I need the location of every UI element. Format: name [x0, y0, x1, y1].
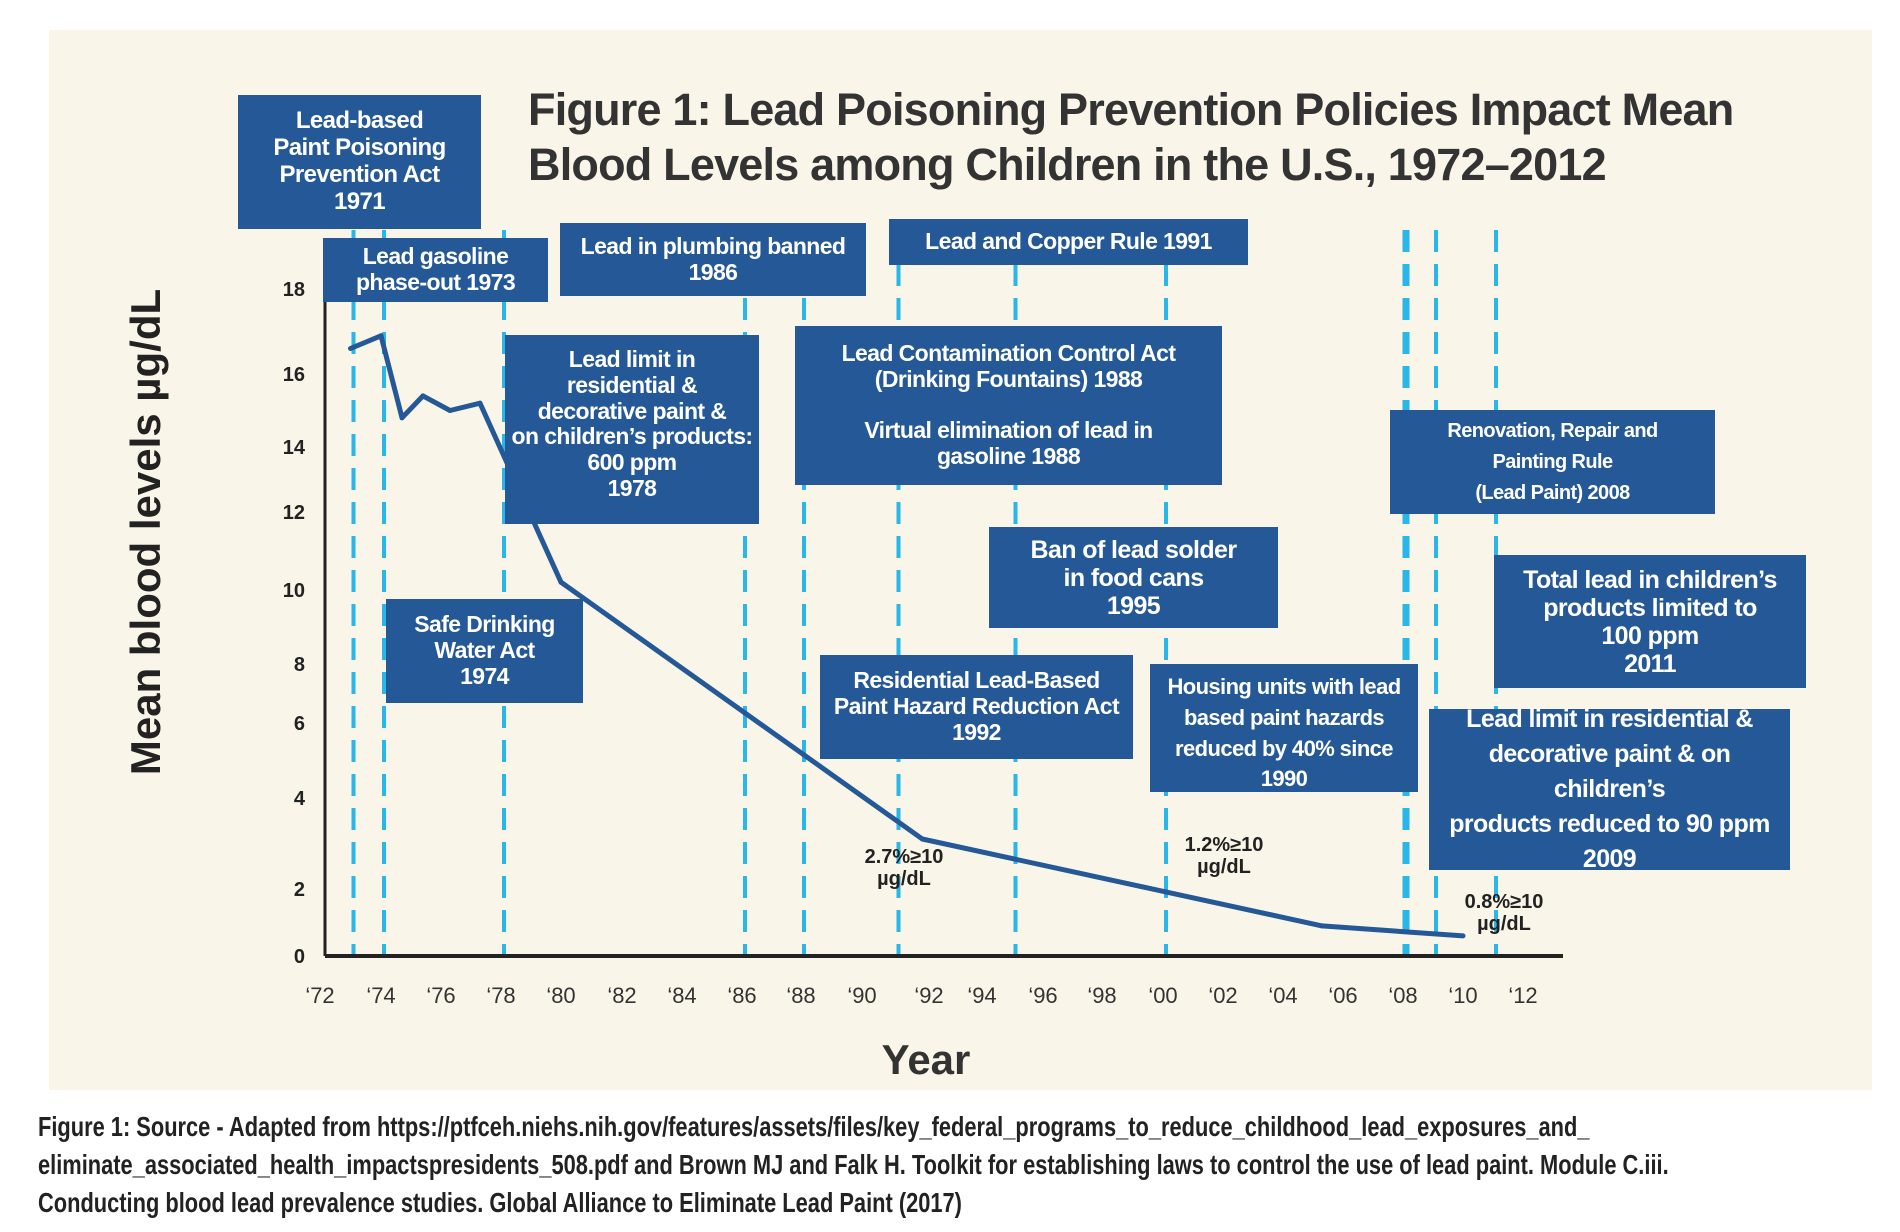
annotation-2010-prevalence: 0.8%≥10 µg/dL [1464, 891, 1544, 935]
chart-title: Figure 1: Lead Poisoning Prevention Poli… [528, 82, 1734, 192]
x-tick-label: ‘80 [546, 983, 575, 1008]
figure-caption: Figure 1: Source - Adapted from https://… [38, 1108, 1669, 1222]
box-hazard-reduction-1992: Residential Lead-Based Paint Hazard Redu… [820, 655, 1133, 759]
box-solder-ban-1995: Ban of lead solder in food cans 1995 [989, 527, 1278, 628]
title-line-1: Figure 1: Lead Poisoning Prevention Poli… [528, 84, 1734, 135]
x-tick-label: ‘02 [1208, 983, 1237, 1008]
data-point [420, 393, 426, 399]
x-tick-label: ‘76 [426, 983, 455, 1008]
box-paint-limit-90ppm-2009: Lead limit in residential & decorative p… [1429, 709, 1790, 870]
x-axis-label: Year [881, 1036, 971, 1083]
y-tick-label: 16 [283, 364, 305, 386]
data-point [919, 836, 925, 842]
y-tick-label: 14 [283, 437, 306, 459]
y-tick-label: 0 [294, 946, 305, 968]
caption-line: Conducting blood lead prevalence studies… [38, 1187, 962, 1218]
y-tick-label: 10 [283, 580, 305, 602]
blood-lead-series-line [349, 333, 1464, 939]
box-housing-units-1990: Housing units with lead based paint haza… [1150, 664, 1418, 792]
box-plumbing-ban-1986: Lead in plumbing banned 1986 [560, 223, 866, 296]
caption-line: eliminate_associated_health_impactspresi… [38, 1149, 1669, 1180]
x-tick-label: ‘10 [1448, 983, 1477, 1008]
box-childrens-products-2011: Total lead in children’s products limite… [1494, 555, 1806, 688]
box-contamination-control-1988: Lead Contamination Control Act (Drinking… [795, 326, 1222, 485]
box-paint-limit-1978: Lead limit in residential & decorative p… [505, 335, 759, 524]
x-tick-label: ‘06 [1328, 983, 1357, 1008]
x-tick-label: ‘88 [786, 983, 815, 1008]
x-tick-label: ‘86 [727, 983, 756, 1008]
data-point [558, 579, 564, 585]
x-tick-label: ‘08 [1388, 983, 1417, 1008]
data-point [348, 346, 353, 351]
x-tick-label: ‘12 [1508, 983, 1537, 1008]
x-tick-label: ‘00 [1148, 983, 1177, 1008]
y-tick-label: 18 [283, 279, 305, 301]
data-point [1319, 923, 1325, 929]
data-point [399, 415, 405, 421]
box-gasoline-phaseout-1973: Lead gasoline phase-out 1973 [323, 238, 548, 302]
caption-line: Figure 1: Source - Adapted from https://… [38, 1111, 1590, 1142]
x-tick-label: ‘94 [967, 983, 996, 1008]
x-tick-label: ‘04 [1268, 983, 1297, 1008]
data-point [447, 408, 453, 413]
data-point [378, 333, 384, 339]
x-tick-label: ‘78 [486, 983, 515, 1008]
annotation-2000-prevalence: 1.2%≥10 µg/dL [1184, 834, 1264, 878]
box-rrp-rule-2008: Renovation, Repair and Painting Rule (Le… [1390, 410, 1715, 514]
annotation-1992-prevalence: 2.7%≥10 µg/dL [864, 846, 944, 890]
y-tick-label: 4 [294, 788, 306, 810]
y-tick-label: 12 [283, 502, 305, 524]
data-point [477, 400, 483, 406]
title-line-2: Blood Levels among Children in the U.S.,… [528, 139, 1607, 190]
x-tick-label: ‘84 [667, 983, 696, 1008]
y-tick-label: 2 [294, 879, 305, 901]
x-tick-label: ‘90 [847, 983, 876, 1008]
x-tick-label: ‘74 [366, 983, 395, 1008]
x-tick-label: ‘92 [914, 983, 943, 1008]
x-tick-label: ‘98 [1087, 983, 1116, 1008]
x-tick-label: ‘72 [305, 983, 334, 1008]
data-point [1460, 933, 1466, 939]
y-tick-label: 8 [294, 654, 305, 676]
box-lead-copper-rule-1991: Lead and Copper Rule 1991 [889, 219, 1248, 265]
y-axis-label: Mean blood levels µg/dL [122, 288, 169, 776]
box-safe-drinking-water-1974: Safe Drinking Water Act 1974 [386, 599, 583, 703]
x-tick-label: ‘82 [607, 983, 636, 1008]
x-tick-label: ‘96 [1028, 983, 1057, 1008]
box-paint-poisoning-act-1971: Lead-based Paint Poisoning Prevention Ac… [238, 95, 481, 229]
y-tick-label: 6 [294, 713, 305, 735]
